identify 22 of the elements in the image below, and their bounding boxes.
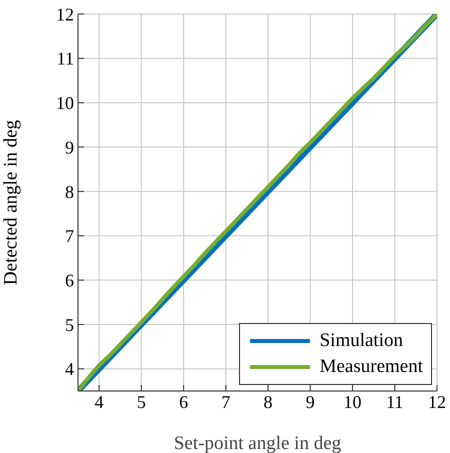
y-tick-label: 12: [56, 4, 74, 24]
x-tick-label: 7: [221, 392, 230, 412]
y-tick-label: 8: [65, 182, 74, 202]
legend-label: Measurement: [320, 355, 423, 379]
x-tick-label: 5: [136, 392, 146, 412]
y-tick-label: 11: [56, 48, 74, 69]
x-axis-title: Set-point angle in deg: [174, 433, 342, 453]
legend-label: Simulation: [320, 329, 403, 353]
y-tick-label: 10: [56, 93, 74, 114]
x-tick-label: 9: [306, 392, 315, 412]
y-tick-label: 5: [65, 314, 74, 335]
x-tick-label: 8: [264, 392, 273, 412]
x-tick-label: 4: [94, 392, 104, 412]
x-tick-label: 11: [386, 392, 404, 412]
y-tick-label: 6: [65, 270, 74, 291]
x-tick-label: 6: [179, 392, 188, 412]
y-tick-label: 4: [65, 359, 74, 380]
x-tick-label: 10: [344, 392, 362, 412]
y-axis-title: Detected angle in deg: [0, 119, 22, 286]
y-tick-label: 9: [65, 137, 74, 158]
x-tick-label: 12: [428, 392, 446, 412]
y-tick-label: 7: [65, 226, 74, 246]
